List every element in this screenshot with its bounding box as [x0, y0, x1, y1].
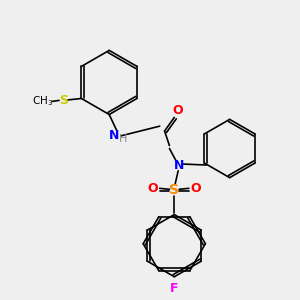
Text: N: N [109, 129, 119, 142]
Text: CH$_3$: CH$_3$ [32, 94, 53, 108]
Text: N: N [174, 160, 184, 172]
Text: F: F [170, 282, 178, 295]
Text: S: S [169, 183, 179, 197]
Text: O: O [190, 182, 201, 195]
Text: O: O [173, 104, 184, 117]
Text: S: S [59, 94, 68, 107]
Text: H: H [118, 134, 127, 144]
Text: O: O [148, 182, 158, 195]
